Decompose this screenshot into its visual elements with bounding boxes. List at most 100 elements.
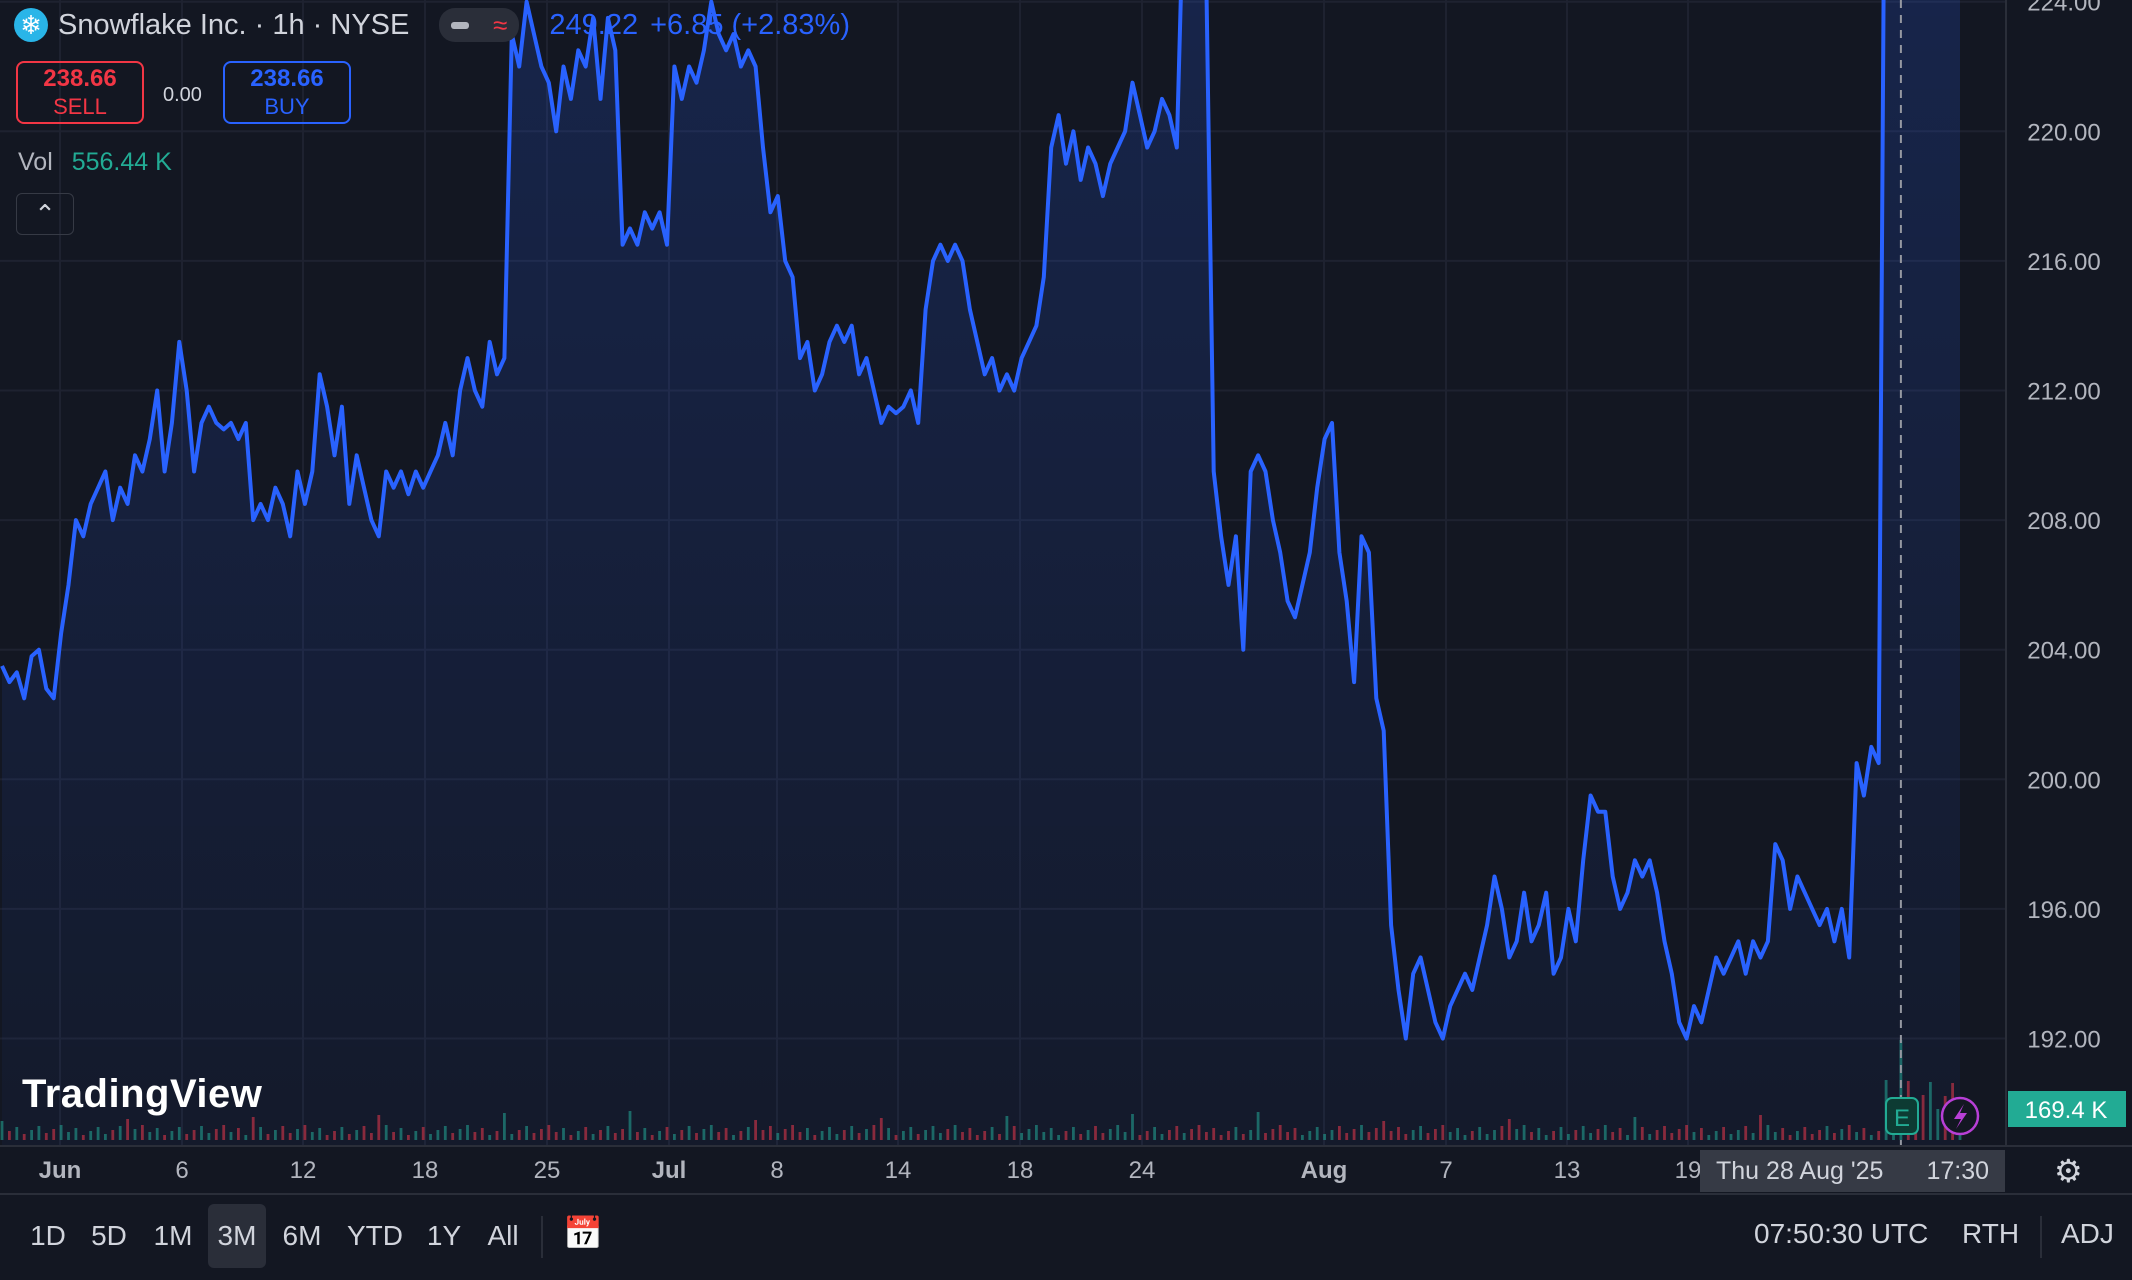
- price-point: [1862, 794, 1865, 797]
- price-point: [1774, 843, 1777, 846]
- price-point: [1811, 907, 1814, 910]
- price-point: [1441, 1037, 1444, 1040]
- price-point: [1678, 1021, 1681, 1024]
- price-point: [540, 65, 543, 68]
- adj-toggle[interactable]: ADJ: [2061, 1218, 2114, 1249]
- price-point: [673, 65, 676, 68]
- price-point: [1855, 762, 1858, 765]
- range-all[interactable]: All: [487, 1220, 519, 1251]
- price-point: [1397, 988, 1400, 991]
- range-1d[interactable]: 1D: [30, 1220, 66, 1251]
- price-point: [496, 373, 499, 376]
- price-point: [1286, 600, 1289, 603]
- sell-label: SELL: [53, 93, 107, 119]
- price-point: [407, 493, 410, 496]
- calendar-range-icon[interactable]: 📅: [563, 1215, 603, 1251]
- chevron-up-icon: ⌃: [34, 198, 56, 229]
- price-point: [222, 428, 225, 431]
- price-point: [156, 389, 159, 392]
- price-point: [991, 357, 994, 360]
- price-point: [8, 681, 11, 684]
- price-point: [887, 405, 890, 408]
- price-point: [473, 389, 476, 392]
- indicator-toggle[interactable]: ≈: [439, 8, 520, 42]
- price-point: [141, 470, 144, 473]
- price-point: [872, 389, 875, 392]
- price-point: [518, 65, 521, 68]
- price-point: [835, 324, 838, 327]
- range-ytd[interactable]: YTD: [347, 1220, 403, 1251]
- range-1m[interactable]: 1M: [153, 1220, 193, 1251]
- time-tick-label: Aug: [1301, 1157, 1348, 1184]
- price-point: [1567, 907, 1570, 910]
- price-point: [1264, 470, 1267, 473]
- price-point: [126, 502, 129, 505]
- price-point: [466, 357, 469, 360]
- price-point: [643, 211, 646, 214]
- price-point: [363, 486, 366, 489]
- symbol-title[interactable]: Snowflake Inc. · 1h · NYSE: [58, 8, 410, 41]
- price-point: [1175, 146, 1178, 149]
- gear-icon[interactable]: ⚙: [2054, 1153, 2083, 1189]
- price-point: [1020, 357, 1023, 360]
- buy-button[interactable]: 238.66 BUY: [223, 61, 351, 124]
- sell-price: 238.66: [43, 64, 117, 92]
- price-point: [481, 405, 484, 408]
- price-tick-label: 212.00: [2027, 379, 2100, 406]
- price-line[interactable]: [0, 0, 1960, 1041]
- axis-divider: [0, 1145, 2132, 1147]
- price-axis-bg: [2007, 0, 2132, 1145]
- price-point: [436, 454, 439, 457]
- price-point: [1138, 114, 1141, 117]
- price-point: [932, 259, 935, 262]
- price-point: [1035, 324, 1038, 327]
- price-point: [355, 454, 358, 457]
- volume-value: 556.44 K: [71, 148, 172, 176]
- price-point: [1670, 972, 1673, 975]
- price-point: [629, 227, 632, 230]
- range-6m[interactable]: 6M: [282, 1220, 322, 1251]
- price-point: [998, 389, 1001, 392]
- price-point: [134, 454, 137, 457]
- lightning-icon[interactable]: [1940, 1096, 1980, 1136]
- range-1y[interactable]: 1Y: [426, 1220, 462, 1251]
- price-point: [799, 357, 802, 360]
- price-point: [274, 486, 277, 489]
- collapse-legend-button[interactable]: ⌃: [16, 193, 74, 235]
- clock-time[interactable]: 07:50:30 UTC: [1754, 1218, 1929, 1249]
- earnings-badge[interactable]: E: [1885, 1097, 1919, 1135]
- price-point: [414, 470, 417, 473]
- price-point: [60, 632, 63, 635]
- price-point: [385, 470, 388, 473]
- time-axis[interactable]: Jun 6 12 18 25 Jul 8 14 18 24 Aug 7 13 19: [39, 1157, 1702, 1184]
- tradingview-logo: TradingView: [22, 1072, 262, 1117]
- price-point: [1, 664, 4, 667]
- range-5d[interactable]: 5D: [91, 1220, 127, 1251]
- sell-button[interactable]: 238.66 SELL: [16, 61, 144, 124]
- price-point: [1730, 956, 1733, 959]
- price-tick-label: 216.00: [2027, 249, 2100, 276]
- price-point: [451, 454, 454, 457]
- price-tick-label: 196.00: [2027, 897, 2100, 924]
- rth-toggle[interactable]: RTH: [1962, 1218, 2020, 1249]
- price-point: [82, 535, 85, 538]
- price-axis[interactable]: 192.00 196.00 200.00 204.00 208.00 212.00 216.…: [2005, 0, 2132, 1145]
- price-point: [1360, 535, 1363, 538]
- volume-legend[interactable]: Vol 556.44 K: [18, 148, 172, 177]
- price-point: [658, 211, 661, 214]
- price-point: [954, 243, 957, 246]
- price-tick-label: 224.00: [2027, 0, 2100, 17]
- price-point: [15, 671, 18, 674]
- price-point: [813, 389, 816, 392]
- price-point: [762, 146, 765, 149]
- price-point: [1434, 1021, 1437, 1024]
- price-point: [1633, 859, 1636, 862]
- price-point: [1212, 470, 1215, 473]
- price-point: [30, 655, 33, 658]
- price-point: [569, 97, 572, 100]
- minus-icon: [451, 21, 470, 29]
- price-point: [1471, 988, 1474, 991]
- range-3m[interactable]: 3M: [208, 1204, 266, 1268]
- price-point: [1249, 470, 1252, 473]
